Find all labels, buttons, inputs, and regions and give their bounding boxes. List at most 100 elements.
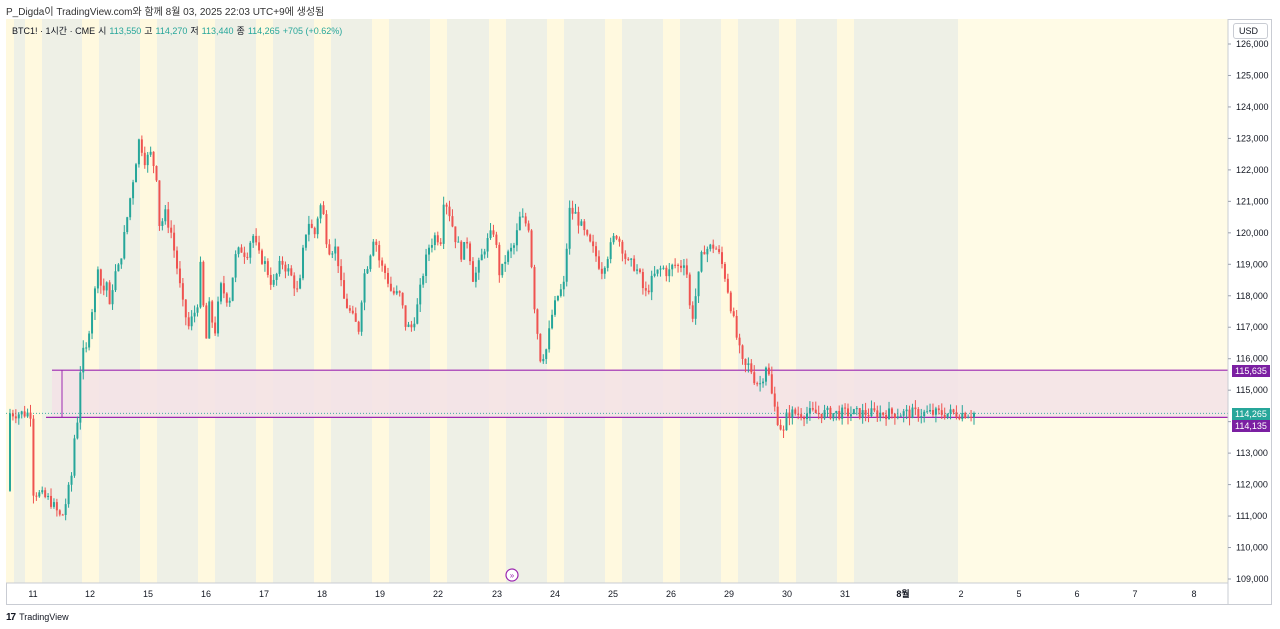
candle-body (146, 154, 149, 166)
candle-body (17, 414, 20, 419)
candle-body (108, 282, 111, 305)
footer-brand[interactable]: 17 TradingView (6, 610, 69, 624)
candle-body (328, 244, 331, 255)
price-tick-label: 121,000 (1236, 196, 1269, 206)
candle-body (269, 274, 272, 285)
session-band (605, 19, 622, 583)
candle-body (970, 417, 973, 419)
price-tick-label: 113,000 (1236, 448, 1268, 458)
price-tick-label: 118,000 (1236, 291, 1268, 301)
candle-body (199, 261, 202, 308)
candle-body (888, 408, 891, 420)
candle-body (671, 264, 674, 270)
candle-body (357, 321, 360, 332)
candle-body (694, 296, 697, 319)
candle-body (510, 247, 513, 252)
candle-body (940, 410, 943, 415)
candle-body (331, 253, 334, 255)
candle-body (633, 258, 636, 271)
candle-body (764, 367, 767, 382)
candle-body (838, 410, 841, 419)
candle-body (770, 374, 773, 394)
candle-body (688, 274, 691, 306)
candle-body (548, 328, 551, 350)
candle-body (501, 263, 504, 276)
session-band (6, 19, 14, 583)
currency-selector[interactable]: USD (1233, 23, 1268, 39)
time-tick-label: 22 (433, 589, 443, 599)
future-area (958, 19, 1228, 583)
time-tick-label: 15 (143, 589, 153, 599)
candle-body (44, 490, 47, 498)
candle-body (483, 251, 486, 255)
candle-body (319, 205, 322, 219)
candle-body (299, 278, 302, 289)
candle-body (243, 252, 246, 257)
candle-body (255, 235, 258, 243)
candle-body (542, 359, 545, 362)
candle-body (463, 242, 466, 260)
candle-body (489, 230, 492, 239)
candle-body (117, 264, 120, 272)
time-tick-label: 5 (1016, 589, 1021, 599)
candle-body (217, 301, 220, 334)
candle-body (50, 495, 53, 507)
candle-body (266, 261, 269, 275)
candle-body (354, 313, 357, 322)
candle-body (20, 411, 23, 415)
candle-body (926, 411, 929, 413)
candle-body (589, 234, 592, 242)
candle-body (395, 291, 398, 294)
candle-body (129, 198, 132, 218)
candle-body (788, 412, 791, 419)
candle-body (225, 293, 228, 303)
candle-body (867, 415, 870, 417)
candle-body (762, 381, 765, 384)
time-tick-label: 19 (375, 589, 385, 599)
candle-body (208, 301, 211, 339)
candle-body (814, 409, 817, 414)
candle-body (533, 267, 536, 310)
session-band (314, 19, 331, 583)
zone-bottom-price-tag: 114,135 (1232, 420, 1270, 432)
candle-body (876, 410, 879, 418)
candle-body (398, 291, 401, 293)
time-tick-label: 17 (259, 589, 269, 599)
candle-body (668, 269, 671, 277)
candle-body (228, 300, 231, 303)
candle-body (67, 484, 70, 505)
candle-body (448, 206, 451, 217)
candle-body (82, 347, 85, 373)
candle-body (152, 151, 155, 166)
candle-body (178, 268, 181, 284)
candle-body (340, 266, 343, 281)
candle-body (885, 414, 888, 420)
candle-body (615, 235, 618, 239)
candle-body (870, 408, 873, 417)
candle-body (653, 273, 656, 276)
candle-body (551, 314, 554, 329)
candle-body (656, 269, 659, 274)
candle-body (70, 475, 73, 485)
candle-body (58, 510, 61, 515)
candle-body (252, 235, 255, 243)
candle-body (88, 333, 91, 348)
candle-body (829, 407, 832, 419)
candle-body (524, 216, 527, 224)
candle-body (413, 323, 416, 328)
candle-body (348, 308, 351, 311)
candle-body (879, 412, 882, 418)
price-tick-label: 125,000 (1236, 70, 1269, 80)
candle-body (99, 269, 102, 286)
candle-body (469, 243, 472, 262)
candle-body (202, 261, 205, 306)
session-band (25, 19, 42, 583)
candle-body (26, 412, 29, 417)
price-chart[interactable]: 109,000110,000111,000112,000113,000114,0… (6, 19, 1272, 605)
candle-body (545, 349, 548, 360)
candle-body (527, 223, 530, 231)
candle-body (964, 413, 967, 418)
session-band (779, 19, 796, 583)
candle-body (715, 248, 718, 250)
candle-body (612, 235, 615, 243)
